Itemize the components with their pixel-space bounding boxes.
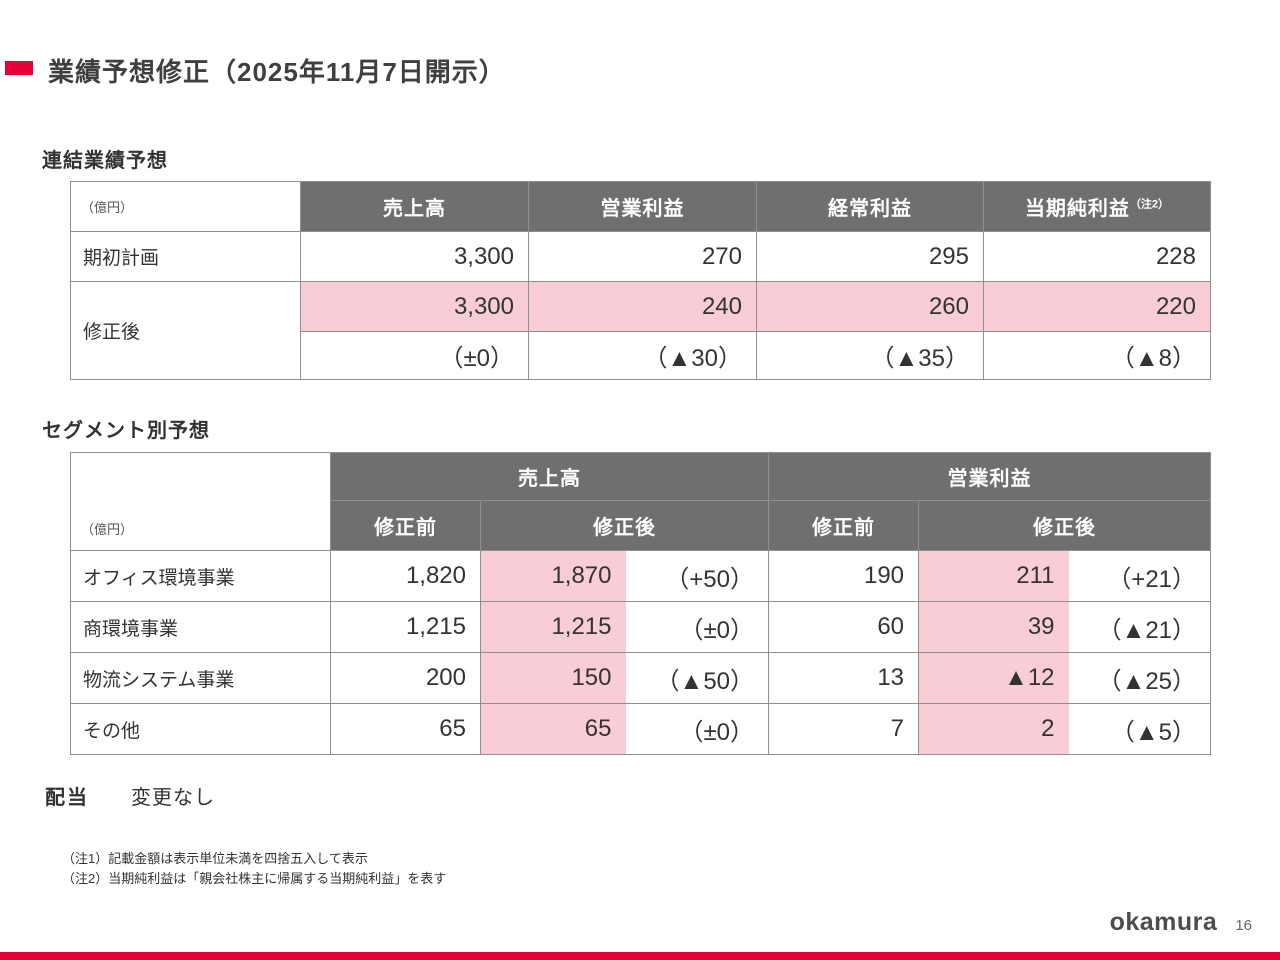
profit-after-cell: 211	[918, 550, 1069, 602]
subheader-profit-after: 修正後	[918, 500, 1212, 551]
change-ordinary-profit: （▲35）	[756, 331, 984, 380]
segment-row-logistics: 物流システム事業 200 150 （▲50） 13 ▲12 （▲25）	[70, 652, 1212, 704]
change-net-sales: （±0）	[300, 331, 529, 380]
sales-before-cell: 1,215	[330, 601, 481, 653]
bottom-accent-bar	[0, 952, 1280, 960]
initial-operating-profit: 270	[528, 231, 757, 282]
segment-label: 商環境事業	[70, 601, 331, 653]
row-label-revised: 修正後	[70, 281, 301, 380]
header-ordinary-profit: 経常利益	[756, 181, 984, 232]
net-income-note-ref: （注2）	[1129, 198, 1170, 211]
sales-after-cell: 1,870	[480, 550, 626, 602]
initial-net-income: 228	[983, 231, 1211, 282]
initial-ordinary-profit: 295	[756, 231, 984, 282]
group-header-operating-profit: 営業利益	[768, 452, 1212, 501]
row-label-initial-plan: 期初計画	[70, 231, 301, 282]
subheader-sales-before: 修正前	[330, 500, 481, 551]
footnotes: （注1）記載金額は表示単位未満を四捨五入して表示 （注2）当期純利益は「親会社株…	[62, 849, 446, 889]
sales-after-cell: 1,215	[480, 601, 626, 653]
title-accent-marker	[5, 61, 33, 75]
dividend-value: 変更なし	[131, 787, 215, 809]
slide-footer: okamura 16	[1110, 908, 1252, 937]
profit-change-cell: （+21）	[1068, 550, 1212, 602]
profit-change-cell: （▲25）	[1068, 652, 1212, 704]
sales-change-cell: （±0）	[625, 703, 770, 755]
profit-after-cell: 2	[918, 703, 1069, 755]
page-number: 16	[1235, 917, 1252, 934]
segment-label: オフィス環境事業	[70, 550, 331, 602]
unit-label: （億円）	[70, 181, 301, 232]
group-header-net-sales: 売上高	[329, 452, 770, 501]
sales-after-cell: 65	[480, 703, 626, 755]
profit-before-cell: 13	[768, 652, 920, 704]
header-net-income: 当期純利益（注2）	[983, 181, 1211, 232]
revised-operating-profit: 240	[528, 281, 757, 332]
okamura-logo: okamura	[1109, 908, 1218, 936]
segment-label: 物流システム事業	[70, 652, 331, 704]
header-net-income-label: 当期純利益	[1024, 198, 1130, 220]
revised-net-sales: 3,300	[300, 281, 529, 332]
segment-forecast-table: （億円） 売上高 営業利益 修正前 修正後 修正前 修正後 オフィス環境事業 1…	[70, 452, 1212, 755]
profit-after-cell: 39	[918, 601, 1069, 653]
dividend-line: 配当 変更なし	[45, 781, 215, 810]
change-net-income: （▲8）	[983, 331, 1211, 380]
profit-change-cell: （▲21）	[1068, 601, 1212, 653]
footnote-2: （注2）当期純利益は「親会社株主に帰属する当期純利益」を表す	[62, 871, 447, 886]
revised-ordinary-profit: 260	[756, 281, 984, 332]
profit-after-cell: ▲12	[918, 652, 1069, 704]
page-title: 業績予想修正（2025年11月7日開示）	[48, 57, 506, 87]
sales-before-cell: 65	[330, 703, 481, 755]
segment-row-store: 商環境事業 1,215 1,215 （±0） 60 39 （▲21）	[70, 601, 1212, 653]
subheader-profit-before: 修正前	[768, 500, 920, 551]
sales-before-cell: 200	[330, 652, 481, 704]
dividend-label: 配当	[45, 787, 89, 809]
segment-label: その他	[70, 703, 331, 755]
change-operating-profit: （▲30）	[528, 331, 757, 380]
profit-before-cell: 7	[768, 703, 920, 755]
segment-unit-label: （億円）	[70, 452, 331, 551]
section-title-consolidated: 連結業績予想	[42, 150, 168, 172]
sales-after-cell: 150	[480, 652, 626, 704]
section-title-segment: セグメント別予想	[42, 420, 210, 442]
sales-change-cell: （±0）	[625, 601, 770, 653]
initial-net-sales: 3,300	[300, 231, 529, 282]
header-net-sales: 売上高	[300, 181, 529, 232]
profit-before-cell: 190	[768, 550, 920, 602]
segment-row-other: その他 65 65 （±0） 7 2 （▲5）	[70, 703, 1212, 755]
profit-change-cell: （▲5）	[1068, 703, 1212, 755]
sales-change-cell: （+50）	[625, 550, 770, 602]
segment-row-office: オフィス環境事業 1,820 1,870 （+50） 190 211 （+21）	[70, 550, 1212, 602]
subheader-sales-after: 修正後	[479, 500, 770, 551]
sales-change-cell: （▲50）	[625, 652, 770, 704]
consolidated-forecast-table: （億円） 売上高 営業利益 経常利益 当期純利益（注2） 期初計画 3,300 …	[70, 181, 1211, 380]
footnote-1: （注1）記載金額は表示単位未満を四捨五入して表示	[62, 851, 368, 866]
profit-before-cell: 60	[768, 601, 920, 653]
header-operating-profit: 営業利益	[528, 181, 757, 232]
sales-before-cell: 1,820	[330, 550, 481, 602]
revised-net-income: 220	[983, 281, 1211, 332]
